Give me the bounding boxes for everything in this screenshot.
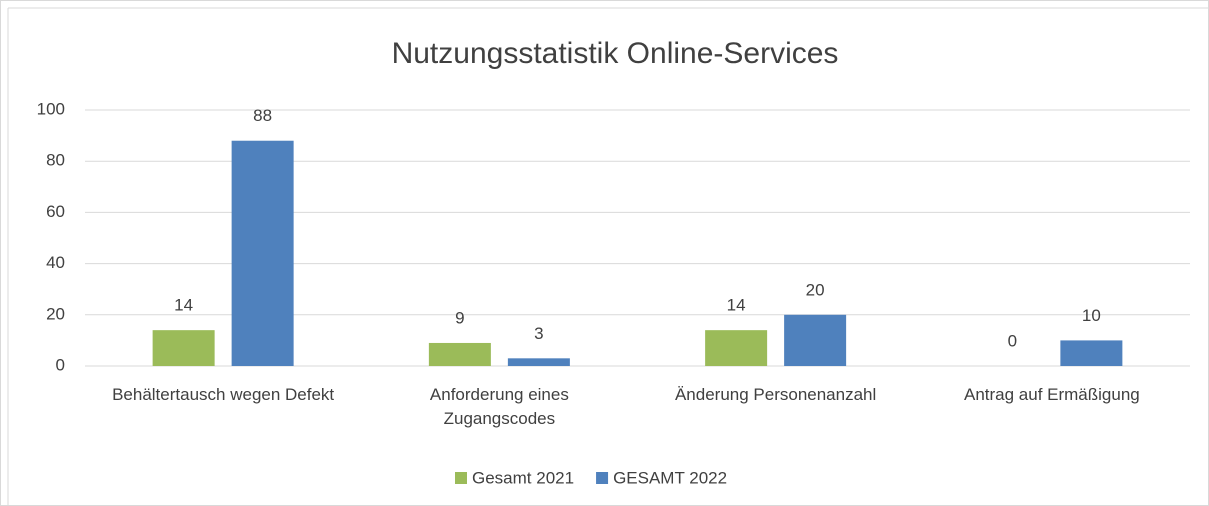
bar xyxy=(705,330,768,366)
data-label: 20 xyxy=(806,280,825,299)
bar xyxy=(507,358,570,366)
y-tick-label: 80 xyxy=(46,151,65,170)
bar xyxy=(152,330,215,366)
y-tick-label: 0 xyxy=(56,355,65,374)
x-tick-label: Änderung Personenanzahl xyxy=(674,385,877,404)
legend-label: Gesamt 2021 xyxy=(472,468,574,487)
bar xyxy=(784,314,847,366)
bar xyxy=(428,342,491,366)
data-label: 88 xyxy=(253,106,272,125)
x-tick-label: Behältertausch wegen Defekt xyxy=(112,385,335,404)
data-label: 14 xyxy=(727,296,746,315)
y-tick-label: 60 xyxy=(46,202,65,221)
y-tick-label: 20 xyxy=(46,304,65,323)
data-label: 3 xyxy=(534,324,543,343)
legend-swatch xyxy=(596,472,609,484)
y-tick-label: 40 xyxy=(46,253,65,272)
data-label: 0 xyxy=(1008,331,1017,350)
chart-title: Nutzungsstatistik Online-Services xyxy=(392,37,839,70)
bar xyxy=(1060,340,1123,366)
x-tick-label: Antrag auf Ermäßigung xyxy=(963,385,1140,404)
data-label: 9 xyxy=(455,308,464,327)
legend-swatch xyxy=(455,472,467,484)
legend-label: GESAMT 2022 xyxy=(613,468,727,487)
x-tick-label: Anforderung eines Zugangscodes xyxy=(429,385,569,428)
y-tick-label: 100 xyxy=(37,99,65,118)
bar xyxy=(231,140,294,366)
data-label: 14 xyxy=(174,296,193,315)
data-label: 10 xyxy=(1082,306,1101,325)
